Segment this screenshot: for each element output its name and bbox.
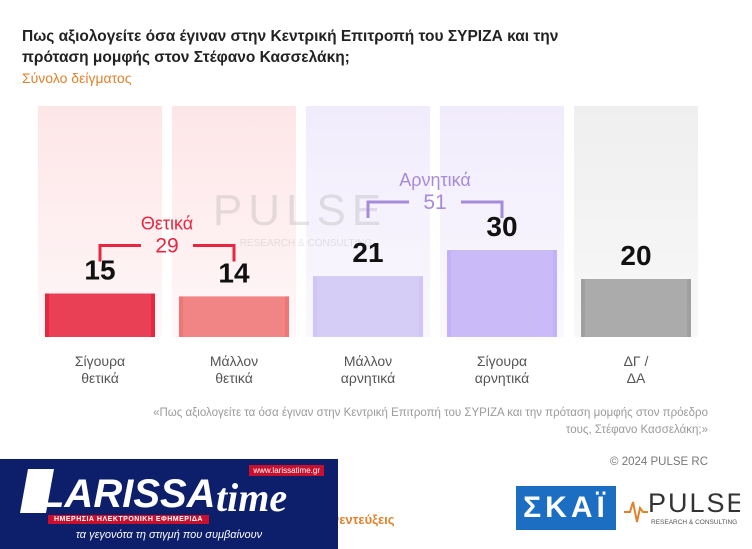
bar-highlight-4 [585, 279, 687, 337]
larissa-time-wordmark: LARISSA time [20, 469, 287, 520]
bracket-right-0 [193, 244, 236, 262]
bar-0 [45, 293, 155, 337]
bar-4 [581, 279, 691, 337]
chart-title: Πως αξιολογείτε όσα έγιναν στην Κεντρική… [22, 28, 559, 66]
pulse-watermark: PULSE RESEARCH & CONSULTING [213, 186, 387, 249]
pulse-word: PULSE [648, 488, 740, 518]
bracket-left-0 [98, 244, 141, 262]
group-label-1: Αρνητικά [399, 170, 471, 190]
category-label-1: Μάλλον [210, 353, 258, 369]
bar-highlight-0 [49, 293, 151, 337]
watermark-word: PULSE [213, 186, 387, 235]
watermark-sub: RESEARCH & CONSULTING [240, 238, 373, 249]
skai-logo: ΣΚΑΪ [516, 486, 616, 530]
larissa-site: www.larissatime.gr [249, 465, 324, 476]
value-label-2: 21 [352, 237, 383, 268]
larissa-tag: ΗΜΕΡΗΣΙΑ ΗΛΕΚΤΡΟΝΙΚΗ ΕΦΗΜΕΡΙΔΑ [48, 515, 209, 524]
group-value-0: 29 [155, 235, 178, 258]
category-label-4: ΔΓ / [624, 353, 649, 369]
bar-1 [179, 296, 289, 337]
bracket-left-1 [366, 200, 409, 218]
partial-text: νεντεύξεις [332, 512, 395, 527]
bar-highlight-2 [317, 276, 419, 337]
value-label-1: 14 [218, 257, 250, 288]
group-label-0: Θετικά [141, 214, 193, 234]
bar-highlight-3 [451, 250, 553, 337]
chart-subtitle: Σύνολο δείγματος [22, 70, 132, 86]
category-label-0: Σίγουρα [75, 353, 125, 369]
pulse-sub: RESEARCH & CONSULTING [651, 519, 737, 526]
bar-highlight-1 [183, 296, 285, 337]
bar-3 [447, 250, 557, 337]
pulse-logo: PULSE RESEARCH & CONSULTING [624, 488, 740, 526]
category-label-2: Μάλλον [344, 353, 392, 369]
category-label-0: θετικά [81, 370, 119, 386]
larissa-word: LARISSA [40, 472, 216, 516]
value-label-4: 20 [620, 240, 651, 271]
chart: PULSE RESEARCH & CONSULTING 15Σίγουραθετ… [38, 106, 698, 386]
group-value-1: 51 [423, 191, 446, 214]
larissa-slogan: τα γεγονότα τη στιγμή που συμβαίνουν [75, 529, 263, 541]
time-word: time [216, 475, 287, 520]
category-label-3: Σίγουρα [477, 353, 527, 369]
category-label-1: θετικά [215, 370, 253, 386]
bracket-right-1 [461, 200, 504, 218]
category-label-3: αρνητικά [475, 370, 529, 386]
pulse-wave-icon [624, 501, 648, 523]
bar-2 [313, 276, 423, 337]
copyright: © 2024 PULSE RC [610, 456, 708, 468]
larissa-time-logo: LARISSA time www.larissatime.gr ΗΜΕΡΗΣΙΑ… [0, 459, 338, 549]
question-footnote: «Πως αξιολογείτε τα όσα έγιναν στην Κεντ… [153, 407, 708, 436]
category-label-2: αρνητικά [341, 370, 395, 386]
category-label-4: ΔΑ [627, 370, 646, 386]
